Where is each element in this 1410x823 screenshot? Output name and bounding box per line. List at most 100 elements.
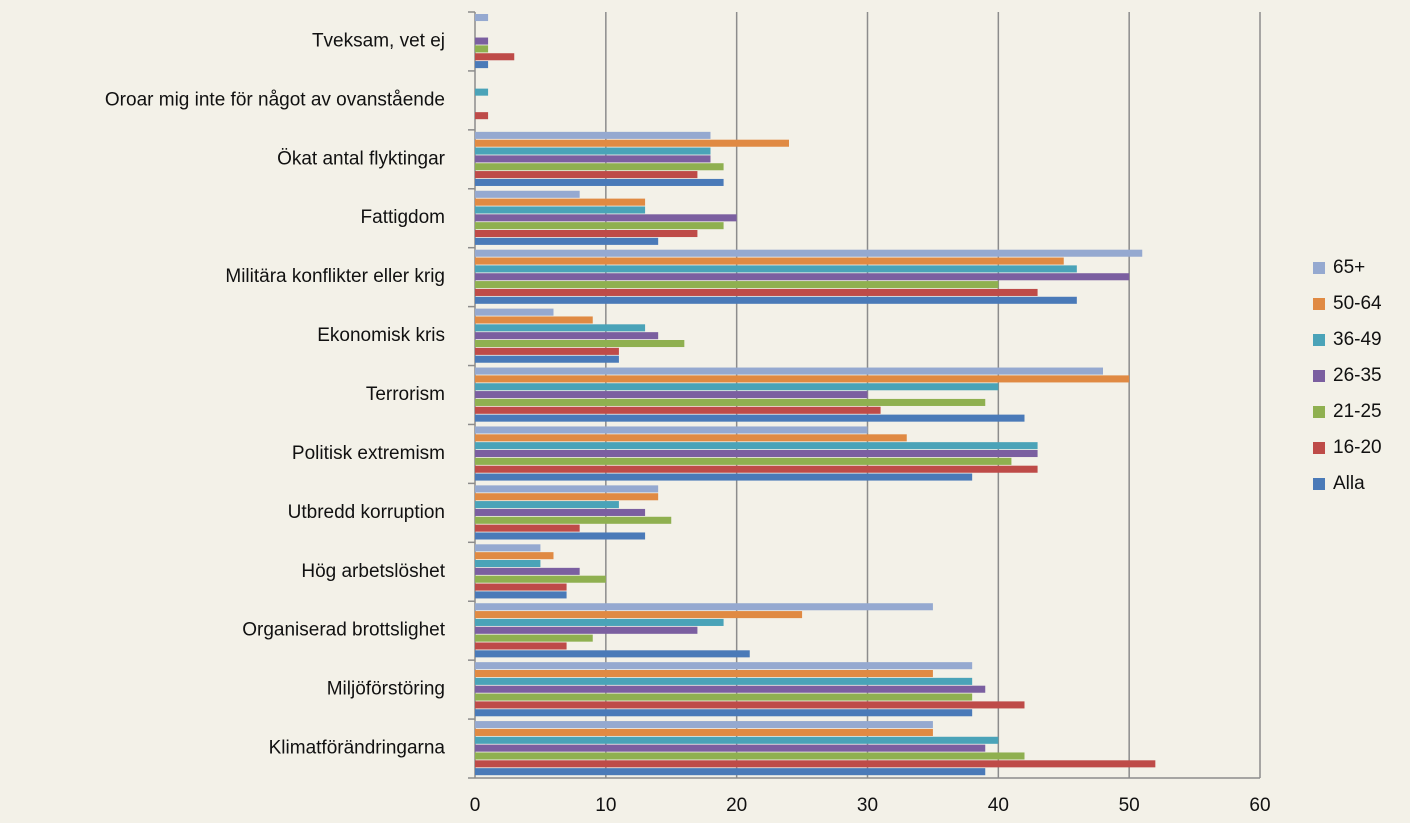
bar — [475, 383, 999, 391]
bar — [475, 355, 619, 363]
x-tick-label: 40 — [988, 795, 1009, 816]
bar — [475, 222, 724, 230]
x-tick-label: 10 — [595, 795, 616, 816]
bar — [475, 611, 803, 619]
bar — [475, 760, 1156, 768]
bar — [475, 721, 933, 729]
bar — [475, 178, 724, 186]
y-tick-label: Militära konflikter eller krig — [225, 266, 445, 287]
bar — [475, 626, 698, 634]
x-tick-label: 0 — [470, 795, 481, 816]
bar — [475, 14, 489, 22]
bar — [475, 501, 619, 509]
bar — [475, 544, 541, 552]
bar — [475, 575, 606, 583]
bar — [475, 752, 1025, 760]
bar — [475, 273, 1130, 281]
bar — [475, 560, 541, 568]
bar — [475, 281, 999, 289]
bar — [475, 230, 698, 238]
bar — [475, 744, 986, 752]
bar — [475, 139, 789, 147]
bar — [475, 709, 973, 717]
bar — [475, 736, 999, 744]
bar — [475, 485, 659, 493]
bar — [475, 131, 711, 139]
y-tick-label: Organiserad brottslighet — [242, 620, 445, 641]
bar — [475, 316, 593, 324]
bar — [475, 567, 580, 575]
bar — [475, 583, 567, 591]
bar — [475, 332, 659, 340]
legend-swatch — [1313, 298, 1325, 310]
bar — [475, 198, 646, 206]
bar — [475, 465, 1038, 473]
legend-swatch — [1313, 370, 1325, 382]
bar — [475, 677, 973, 685]
bar — [475, 618, 724, 626]
x-tick-label: 60 — [1249, 795, 1270, 816]
legend-label: 21-25 — [1333, 401, 1382, 422]
bar — [475, 532, 646, 540]
legend-swatch — [1313, 406, 1325, 418]
bar — [475, 493, 659, 501]
bar — [475, 508, 646, 516]
bar — [475, 391, 868, 399]
bar — [475, 88, 489, 96]
legend-label: 16-20 — [1333, 437, 1382, 458]
bar — [475, 450, 1038, 458]
legend-swatch — [1313, 478, 1325, 490]
bar — [475, 257, 1064, 265]
bar — [475, 340, 685, 348]
bar — [475, 112, 489, 120]
bar — [475, 662, 973, 670]
y-tick-label: Fattigdom — [361, 207, 445, 228]
bar — [475, 406, 881, 414]
bar — [475, 634, 593, 642]
y-tick-label: Ökat antal flyktingar — [277, 148, 446, 169]
bar — [475, 249, 1143, 257]
bar — [475, 171, 698, 179]
bar — [475, 147, 711, 155]
x-tick-label: 30 — [857, 795, 878, 816]
legend-label: 50-64 — [1333, 293, 1382, 314]
bar — [475, 163, 724, 171]
legend-label: Alla — [1333, 473, 1365, 494]
legend-label: 26-35 — [1333, 365, 1382, 386]
bar — [475, 45, 489, 53]
legend-label: 65+ — [1333, 257, 1365, 278]
bar — [475, 670, 933, 678]
bar — [475, 375, 1130, 383]
bar — [475, 308, 554, 316]
bar — [475, 367, 1103, 375]
bar — [475, 693, 973, 701]
bar — [475, 642, 567, 650]
y-tick-label: Terrorism — [366, 384, 445, 405]
bar — [475, 552, 554, 560]
bar — [475, 442, 1038, 450]
bar — [475, 190, 580, 198]
y-tick-label: Oroar mig inte för något av ovanstående — [105, 89, 445, 110]
bar — [475, 61, 489, 69]
bar — [475, 37, 489, 45]
bar — [475, 457, 1012, 465]
bar — [475, 516, 672, 524]
bar — [475, 434, 907, 442]
y-tick-label: Politisk extremism — [292, 443, 445, 464]
bar — [475, 426, 868, 434]
bar — [475, 768, 986, 776]
bar — [475, 265, 1077, 273]
x-tick-label: 20 — [726, 795, 747, 816]
bar — [475, 414, 1025, 422]
legend-swatch — [1313, 442, 1325, 454]
bar — [475, 347, 619, 355]
y-tick-label: Utbredd korruption — [288, 502, 445, 523]
y-tick-label: Hög arbetslöshet — [301, 561, 445, 582]
bar — [475, 206, 646, 214]
bar — [475, 603, 933, 611]
y-tick-label: Tveksam, vet ej — [312, 30, 445, 51]
bar — [475, 728, 933, 736]
y-tick-label: Ekonomisk kris — [317, 325, 445, 346]
